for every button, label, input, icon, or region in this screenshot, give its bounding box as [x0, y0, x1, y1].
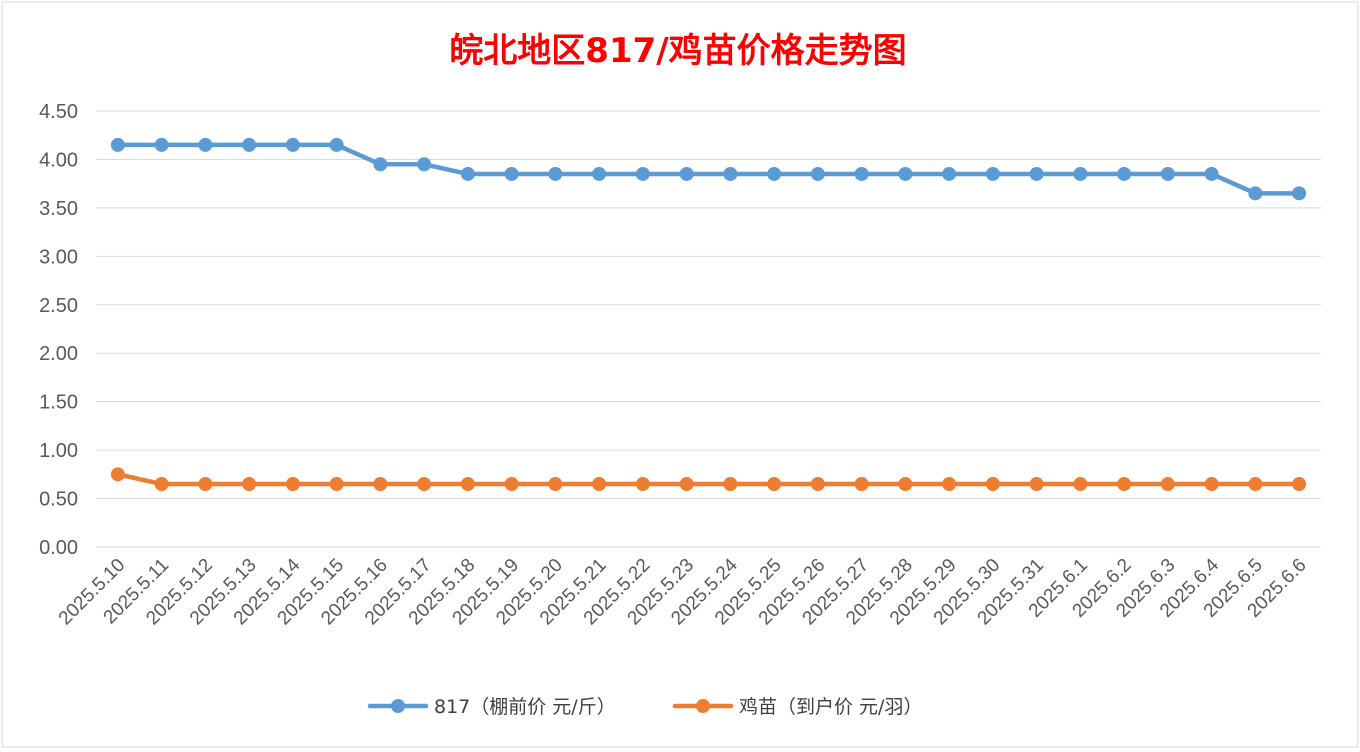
- data-point: [329, 477, 344, 492]
- data-point: [198, 137, 213, 152]
- data-point: [1292, 186, 1307, 201]
- data-point: [1248, 477, 1263, 492]
- legend-swatch-marker: [696, 699, 710, 713]
- data-point: [154, 137, 169, 152]
- y-tick-label: 3.50: [39, 198, 78, 220]
- data-point: [1073, 166, 1088, 181]
- data-point: [592, 477, 607, 492]
- data-point: [110, 467, 125, 482]
- data-point: [242, 477, 257, 492]
- y-tick-label: 1.00: [39, 440, 78, 462]
- data-point: [1248, 186, 1263, 201]
- data-point: [1204, 166, 1219, 181]
- data-point: [810, 477, 825, 492]
- legend-label: 817（棚前价 元/斤）: [434, 696, 616, 718]
- y-tick-label: 3.00: [39, 246, 78, 268]
- data-point: [460, 166, 475, 181]
- data-point: [548, 477, 563, 492]
- data-point: [854, 166, 869, 181]
- data-point: [329, 137, 344, 152]
- data-point: [635, 166, 650, 181]
- y-tick-label: 0.50: [39, 489, 78, 511]
- legend-item: 817（棚前价 元/斤）: [367, 696, 616, 718]
- data-point: [723, 477, 738, 492]
- data-point: [592, 166, 607, 181]
- y-tick-label: 4.00: [39, 149, 78, 171]
- series-line: [115, 472, 1302, 487]
- data-point: [504, 477, 519, 492]
- data-point: [1117, 166, 1132, 181]
- series-lines: [110, 137, 1307, 492]
- data-point: [285, 477, 300, 492]
- data-point: [460, 477, 475, 492]
- series-line: [115, 142, 1302, 196]
- data-point: [679, 166, 694, 181]
- data-point: [985, 477, 1000, 492]
- data-point: [854, 477, 869, 492]
- data-point: [285, 137, 300, 152]
- data-point: [942, 477, 957, 492]
- data-point: [767, 477, 782, 492]
- data-point: [898, 166, 913, 181]
- data-point: [679, 477, 694, 492]
- data-point: [1292, 477, 1307, 492]
- data-point: [767, 166, 782, 181]
- data-point: [1160, 166, 1175, 181]
- series-1: [110, 137, 1307, 201]
- y-tick-label: 2.50: [39, 295, 78, 317]
- data-point: [1204, 477, 1219, 492]
- data-point: [242, 137, 257, 152]
- data-point: [635, 477, 650, 492]
- data-point: [723, 166, 738, 181]
- y-axis-ticks: 0.00 0.50 1.00 1.50 2.00 2.50 3.00 3.50 4.00 4.50: [39, 101, 78, 559]
- legend: 817（棚前价 元/斤） 鸡苗（到户价 元/羽）: [367, 696, 922, 718]
- data-point: [942, 166, 957, 181]
- data-point: [985, 166, 1000, 181]
- gridlines: [96, 110, 1321, 548]
- data-point: [417, 477, 432, 492]
- data-point: [548, 166, 563, 181]
- data-point: [1073, 477, 1088, 492]
- data-point: [417, 157, 432, 172]
- series-2: [110, 467, 1307, 492]
- data-point: [198, 477, 213, 492]
- data-point: [810, 166, 825, 181]
- data-point: [898, 477, 913, 492]
- legend-item: 鸡苗（到户价 元/羽）: [672, 696, 922, 718]
- y-tick-label: 0.00: [39, 537, 78, 559]
- data-point: [373, 477, 388, 492]
- y-tick-label: 4.50: [39, 101, 78, 123]
- data-point: [1160, 477, 1175, 492]
- legend-label: 鸡苗（到户价 元/羽）: [739, 696, 922, 718]
- data-point: [373, 157, 388, 172]
- y-tick-label: 2.00: [39, 343, 78, 365]
- y-tick-label: 1.50: [39, 392, 78, 414]
- data-point: [504, 166, 519, 181]
- chart-title: 皖北地区817/鸡苗价格走势图: [449, 31, 906, 71]
- data-point: [1029, 166, 1044, 181]
- legend-swatch-marker: [391, 699, 405, 713]
- data-point: [110, 137, 125, 152]
- data-point: [154, 477, 169, 492]
- data-point: [1029, 477, 1044, 492]
- data-point: [1117, 477, 1132, 492]
